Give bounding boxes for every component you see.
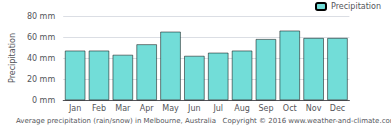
svg-text:Average precipitation (rain/sn: Average precipitation (rain/snow) in Mel… [16, 117, 391, 125]
svg-text:0 mm: 0 mm [32, 96, 55, 105]
svg-text:Mar: Mar [115, 104, 131, 113]
svg-text:Dec: Dec [330, 104, 345, 113]
svg-text:Jan: Jan [68, 104, 81, 113]
svg-text:80 mm: 80 mm [27, 12, 56, 21]
svg-text:Nov: Nov [306, 104, 322, 113]
svg-text:Oct: Oct [283, 104, 297, 113]
svg-text:Aug: Aug [234, 104, 250, 113]
svg-text:Sep: Sep [258, 104, 273, 113]
svg-text:20 mm: 20 mm [27, 75, 56, 84]
svg-text:Feb: Feb [92, 104, 106, 113]
svg-text:Jul: Jul [212, 104, 223, 113]
svg-text:Precipitation: Precipitation [331, 2, 381, 11]
svg-text:60 mm: 60 mm [27, 33, 56, 42]
svg-text:May: May [162, 104, 179, 113]
svg-text:Jun: Jun [187, 104, 201, 113]
svg-text:Apr: Apr [140, 104, 155, 113]
svg-text:40 mm: 40 mm [27, 54, 56, 63]
svg-text:Precipitation: Precipitation [8, 33, 17, 83]
